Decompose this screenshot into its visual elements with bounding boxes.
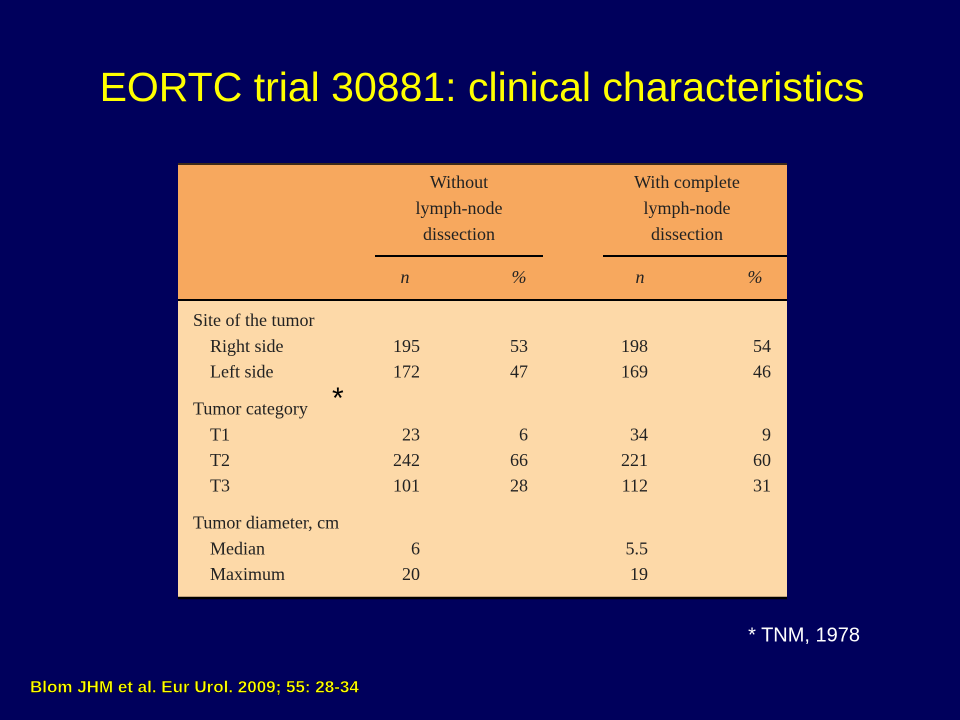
cell: 28 bbox=[510, 475, 528, 495]
cell: 19 bbox=[630, 564, 648, 584]
cell: 47 bbox=[510, 361, 528, 381]
cell: 60 bbox=[753, 450, 771, 470]
cell: 172 bbox=[393, 361, 420, 381]
cell: 23 bbox=[402, 425, 420, 445]
row-label: T1 bbox=[210, 425, 230, 445]
table: Without lymph-node dissection With complete… bbox=[178, 163, 787, 600]
table-body-bg bbox=[178, 300, 787, 599]
cell: 6 bbox=[411, 539, 420, 559]
row-label: Right side bbox=[210, 336, 284, 356]
column-subheader: n bbox=[401, 267, 410, 287]
section-label: Tumor diameter, cm bbox=[193, 513, 339, 533]
column-group-header: With complete bbox=[634, 172, 740, 192]
column-group-header: lymph-node bbox=[644, 198, 731, 218]
row-label: Median bbox=[210, 539, 265, 559]
cell: 9 bbox=[762, 425, 771, 445]
cell: 169 bbox=[621, 361, 648, 381]
cell: 66 bbox=[510, 450, 528, 470]
cell: 34 bbox=[630, 425, 648, 445]
cell: 31 bbox=[753, 475, 771, 495]
cell: 54 bbox=[753, 336, 771, 356]
section-label: Tumor category bbox=[193, 399, 308, 419]
title: EORTC trial 30881: clinical characterist… bbox=[100, 64, 865, 110]
cell: 53 bbox=[510, 336, 528, 356]
row-label: T2 bbox=[210, 450, 230, 470]
cell: 5.5 bbox=[626, 539, 649, 559]
row-label: T3 bbox=[210, 475, 230, 495]
cell: 198 bbox=[621, 336, 648, 356]
cell: 6 bbox=[519, 425, 528, 445]
footnote: * TNM, 1978 bbox=[748, 624, 860, 646]
cell: 20 bbox=[402, 564, 420, 584]
column-subheader: % bbox=[748, 267, 763, 287]
table-header-bg bbox=[178, 163, 787, 300]
cell: 242 bbox=[393, 450, 420, 470]
cell: 46 bbox=[753, 361, 771, 381]
column-group-header: Without bbox=[430, 172, 488, 192]
cell: 101 bbox=[393, 475, 420, 495]
cell: 221 bbox=[621, 450, 648, 470]
column-group-header: dissection bbox=[651, 224, 723, 244]
column-subheader: % bbox=[512, 267, 527, 287]
section-label: Site of the tumor bbox=[193, 310, 314, 330]
cell: 195 bbox=[393, 336, 420, 356]
column-group-header: lymph-node bbox=[416, 198, 503, 218]
cell: 112 bbox=[622, 475, 648, 495]
citation: Blom JHM et al. Eur Urol. 2009; 55: 28-3… bbox=[30, 677, 359, 696]
asterisk: * bbox=[332, 382, 344, 415]
column-subheader: n bbox=[636, 267, 645, 287]
column-group-header: dissection bbox=[423, 224, 495, 244]
row-label: Maximum bbox=[210, 564, 285, 584]
row-label: Left side bbox=[210, 361, 273, 381]
